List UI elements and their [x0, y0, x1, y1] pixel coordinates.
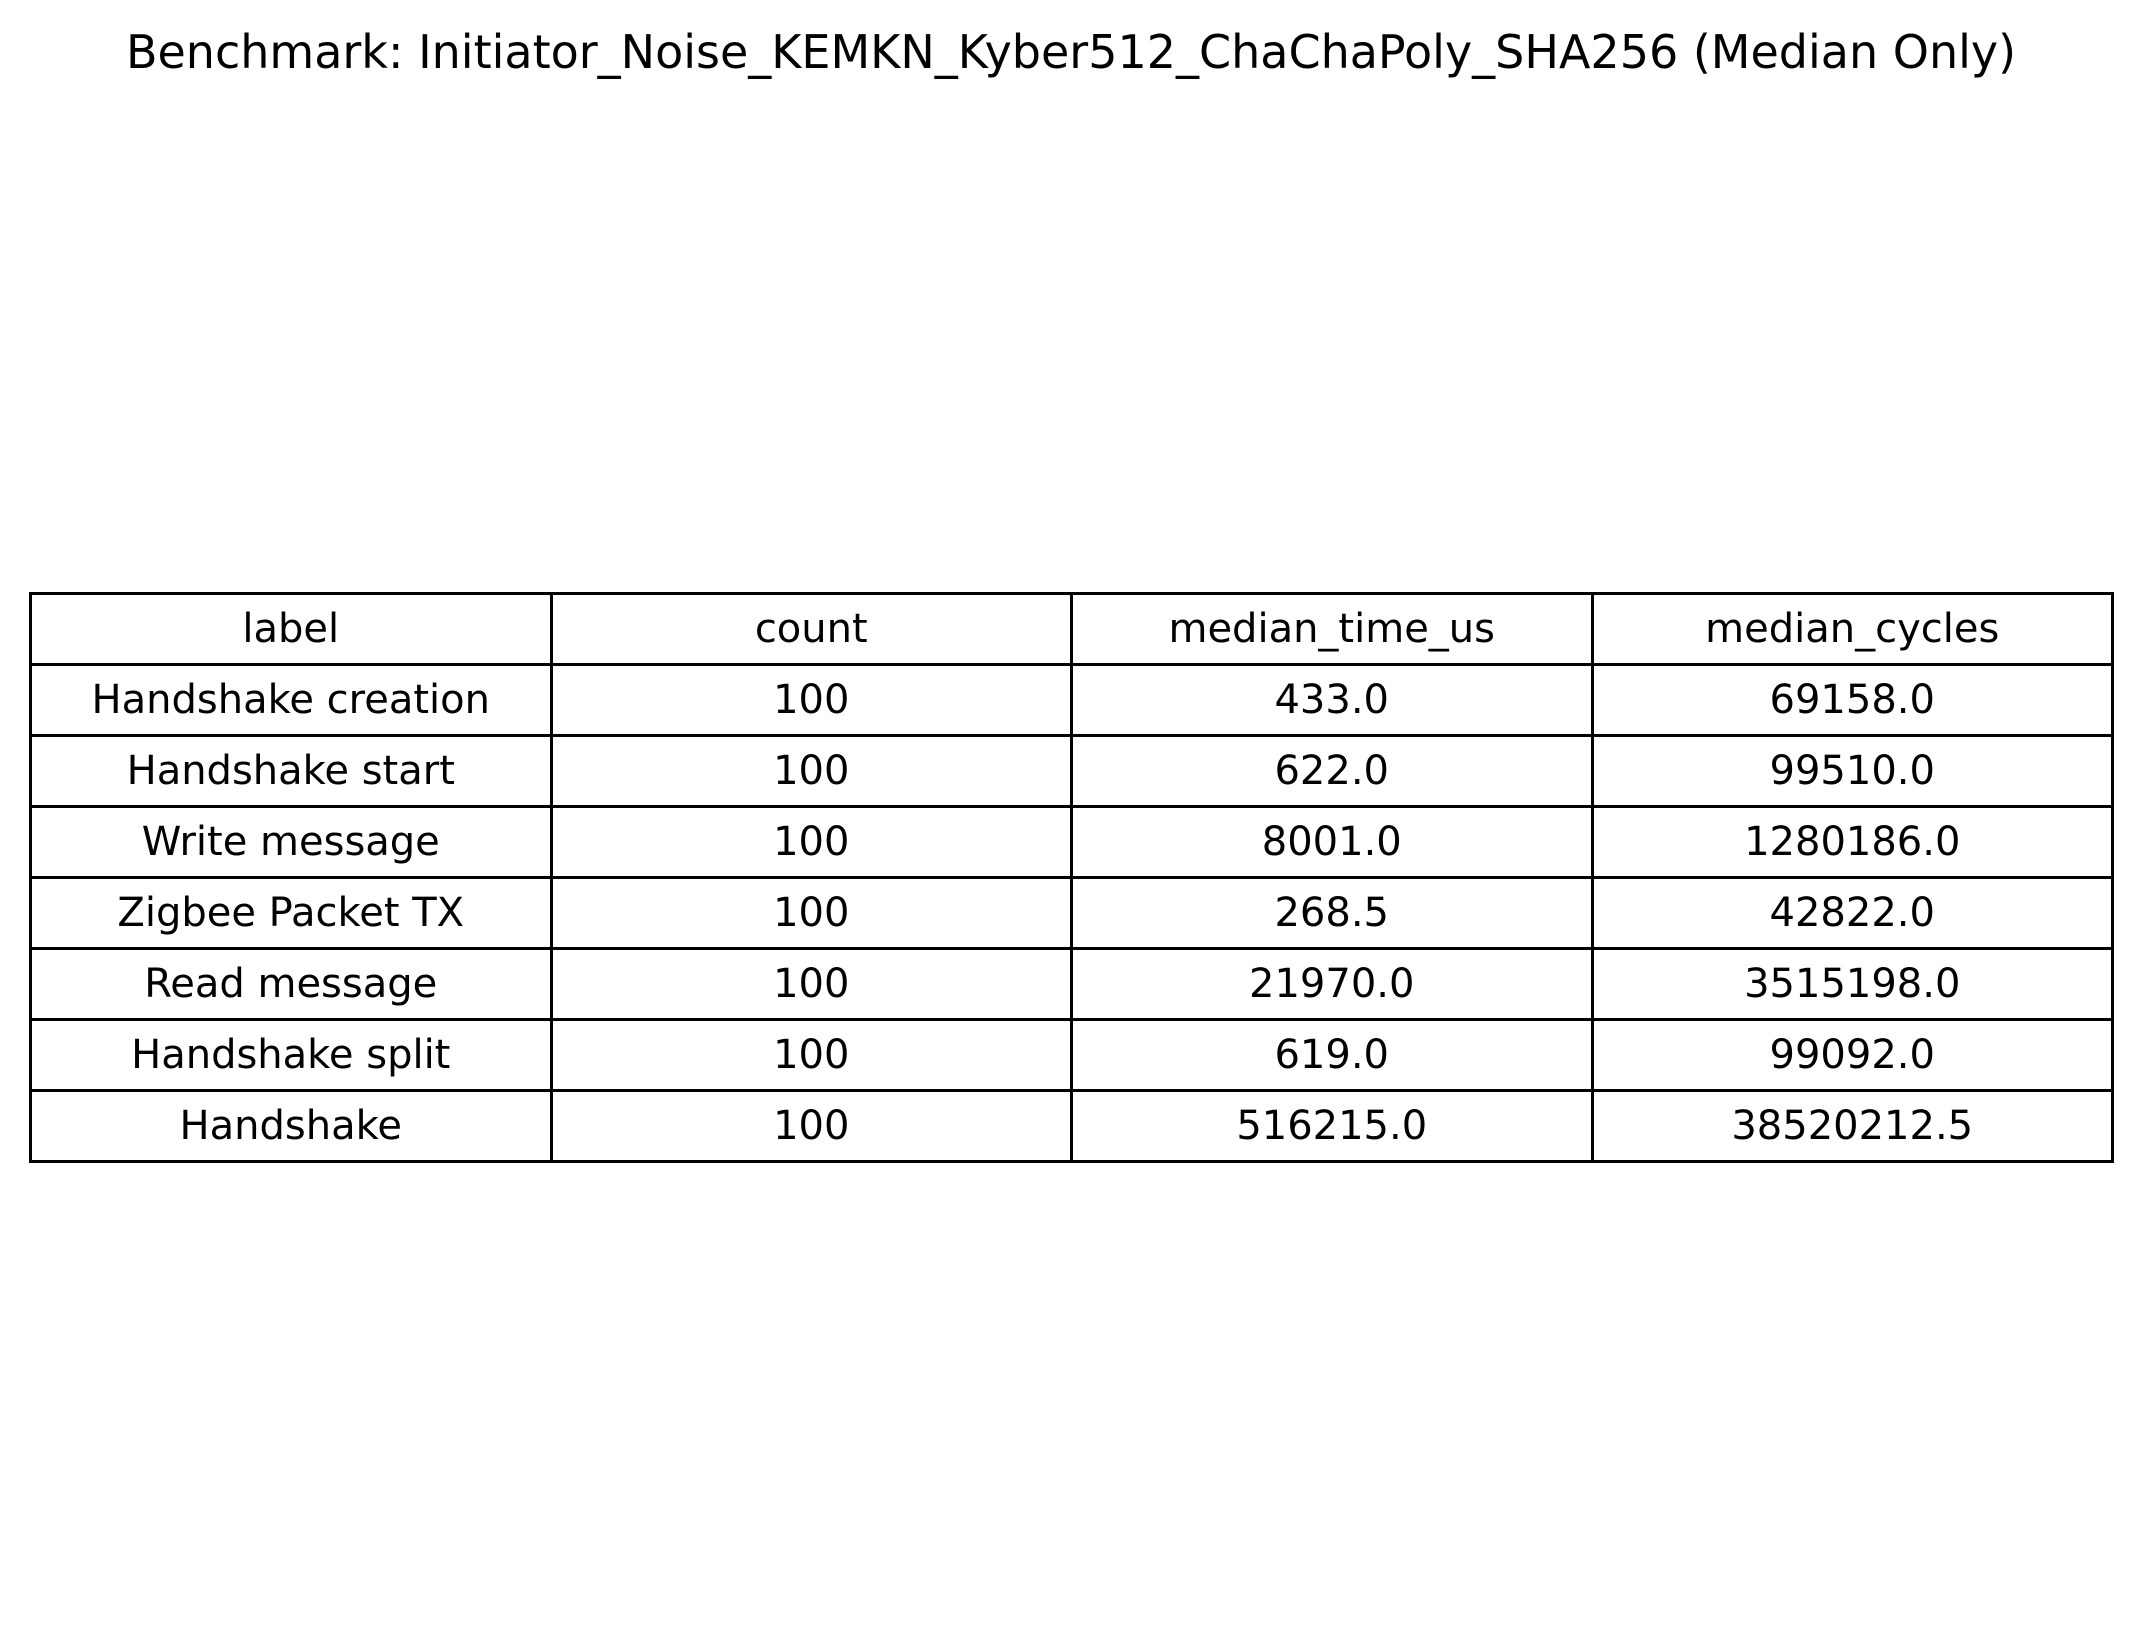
cell-label: Handshake — [29, 1089, 553, 1163]
cell-median-time-us: 619.0 — [1070, 1018, 1594, 1092]
benchmark-table: label count median_time_us median_cycles… — [29, 592, 2114, 1163]
chart-title: Benchmark: Initiator_Noise_KEMKN_Kyber51… — [125, 25, 2017, 79]
cell-count: 100 — [549, 1018, 1073, 1092]
cell-label: Handshake creation — [29, 663, 553, 737]
table-row: Handshake creation 100 433.0 69158.0 — [29, 663, 2114, 737]
cell-label: Zigbee Packet TX — [29, 876, 553, 950]
cell-median-cycles: 1280186.0 — [1590, 805, 2114, 879]
table-header-row: label count median_time_us median_cycles — [29, 592, 2114, 666]
cell-count: 100 — [549, 947, 1073, 1021]
column-header-median-time-us: median_time_us — [1070, 592, 1594, 666]
column-header-median-cycles: median_cycles — [1590, 592, 2114, 666]
cell-count: 100 — [549, 1089, 1073, 1163]
cell-median-cycles: 42822.0 — [1590, 876, 2114, 950]
column-header-count: count — [549, 592, 1073, 666]
cell-count: 100 — [549, 663, 1073, 737]
cell-median-time-us: 268.5 — [1070, 876, 1594, 950]
cell-median-time-us: 433.0 — [1070, 663, 1594, 737]
cell-count: 100 — [549, 876, 1073, 950]
cell-median-time-us: 21970.0 — [1070, 947, 1594, 1021]
table-row: Handshake start 100 622.0 99510.0 — [29, 734, 2114, 808]
table-row: Zigbee Packet TX 100 268.5 42822.0 — [29, 876, 2114, 950]
table-row: Read message 100 21970.0 3515198.0 — [29, 947, 2114, 1021]
cell-median-cycles: 99510.0 — [1590, 734, 2114, 808]
cell-count: 100 — [549, 734, 1073, 808]
table-row: Handshake split 100 619.0 99092.0 — [29, 1018, 2114, 1092]
cell-label: Handshake start — [29, 734, 553, 808]
cell-median-cycles: 69158.0 — [1590, 663, 2114, 737]
table-row: Handshake 100 516215.0 38520212.5 — [29, 1089, 2114, 1163]
cell-label: Read message — [29, 947, 553, 1021]
cell-count: 100 — [549, 805, 1073, 879]
column-header-label: label — [29, 592, 553, 666]
cell-label: Write message — [29, 805, 553, 879]
cell-median-cycles: 3515198.0 — [1590, 947, 2114, 1021]
cell-median-time-us: 516215.0 — [1070, 1089, 1594, 1163]
cell-median-cycles: 99092.0 — [1590, 1018, 2114, 1092]
cell-median-time-us: 622.0 — [1070, 734, 1594, 808]
table-row: Write message 100 8001.0 1280186.0 — [29, 805, 2114, 879]
cell-median-cycles: 38520212.5 — [1590, 1089, 2114, 1163]
cell-median-time-us: 8001.0 — [1070, 805, 1594, 879]
cell-label: Handshake split — [29, 1018, 553, 1092]
